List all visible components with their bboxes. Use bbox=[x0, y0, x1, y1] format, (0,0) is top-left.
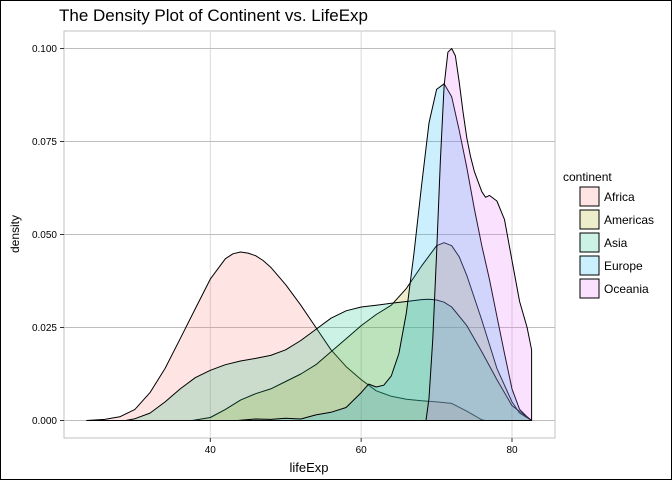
y-tick-label: 0.100 bbox=[32, 44, 57, 55]
x-axis-ticks: 40 60 80 bbox=[205, 438, 518, 456]
legend-key-oceania bbox=[579, 278, 600, 299]
y-tick-label: 0.075 bbox=[32, 137, 57, 148]
chart-title: The Density Plot of Continent vs. LifeEx… bbox=[59, 6, 368, 25]
legend: continent Africa Americas Asia Europe Oceani… bbox=[563, 170, 654, 299]
legend-label-europe: Europe bbox=[604, 259, 643, 273]
x-tick-label: 80 bbox=[506, 445, 518, 456]
density-areas bbox=[86, 48, 533, 421]
y-axis-label: density bbox=[8, 215, 22, 253]
y-tick-label: 0.000 bbox=[32, 416, 57, 427]
density-area-oceania bbox=[425, 48, 533, 421]
legend-key-americas bbox=[579, 209, 600, 230]
density-area-europe bbox=[237, 83, 533, 421]
density-area-africa bbox=[86, 251, 486, 421]
y-tick-label: 0.025 bbox=[32, 323, 57, 334]
legend-label-americas: Americas bbox=[604, 213, 654, 227]
legend-title: continent bbox=[563, 170, 612, 184]
legend-label-oceania: Oceania bbox=[604, 282, 649, 296]
x-tick-label: 60 bbox=[356, 445, 368, 456]
legend-label-africa: Africa bbox=[604, 190, 635, 204]
y-tick-label: 0.050 bbox=[32, 230, 57, 241]
density-area-asia bbox=[125, 298, 533, 421]
x-tick-label: 40 bbox=[205, 445, 217, 456]
density-area-americas bbox=[191, 242, 533, 421]
legend-key-europe bbox=[579, 255, 600, 276]
legend-key-africa bbox=[579, 186, 600, 207]
y-axis-ticks: 0.000 0.025 0.050 0.075 0.100 bbox=[32, 44, 64, 427]
legend-label-asia: Asia bbox=[604, 236, 628, 250]
legend-key-asia bbox=[579, 232, 600, 253]
x-axis-label: lifeExp bbox=[289, 460, 328, 475]
